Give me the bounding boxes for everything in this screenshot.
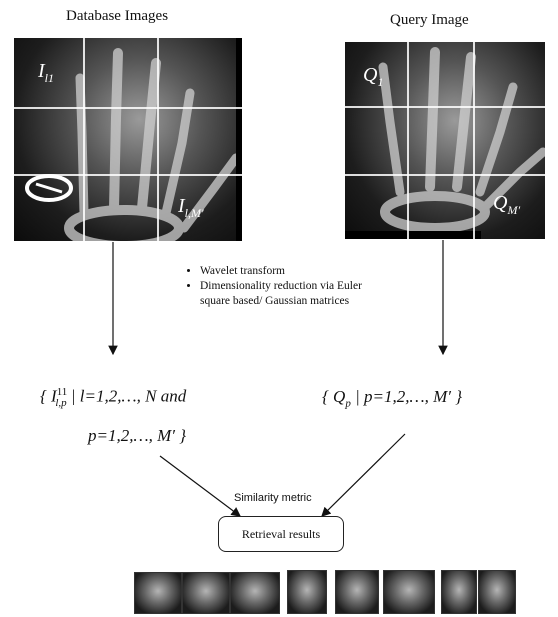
database-feature-set-line1: { I11l,p | l=1,2,…, N and	[40, 386, 187, 410]
result-thumbnail	[230, 572, 280, 614]
result-thumbnail	[134, 572, 182, 614]
query-image-title: Query Image	[390, 12, 469, 28]
result-thumbnail	[441, 570, 477, 614]
arrow-left-to-results	[159, 455, 241, 517]
database-feature-set-line2: p=1,2,…, M′ }	[88, 426, 187, 445]
query-feature-set: { Qp | p=1,2,…, M′ }	[322, 387, 463, 410]
process-steps: Wavelet transform Dimensionality reducti…	[184, 264, 369, 309]
retrieval-results-label: Retrieval results	[241, 526, 321, 541]
process-step-dimensionality: Dimensionality reduction via Euler squar…	[200, 279, 369, 309]
query-last-tile-label: QM′	[493, 192, 521, 217]
result-thumbnail	[287, 570, 327, 614]
result-thumbnail	[335, 570, 379, 614]
process-step-wavelet: Wavelet transform	[200, 264, 369, 279]
database-images-title: Database Images	[66, 8, 169, 24]
hand-bones-illustration	[25, 38, 242, 241]
db-last-tile-label: Il,M′	[178, 195, 204, 220]
result-thumbnail	[182, 572, 230, 614]
query-first-tile-label: Q1	[363, 64, 384, 89]
result-thumbnail	[383, 570, 435, 614]
database-xray-image: Il1 Il,M′	[14, 38, 242, 241]
query-hand-bones-illustration	[345, 47, 545, 239]
query-xray-image: Q1 QM′	[345, 42, 545, 239]
db-first-tile-label: Il1	[38, 60, 55, 85]
retrieval-results-box: Retrieval results	[218, 516, 344, 552]
similarity-metric-label: Similarity metric	[234, 492, 312, 504]
arrow-right-to-results	[321, 433, 406, 517]
result-thumbnail	[478, 570, 516, 614]
